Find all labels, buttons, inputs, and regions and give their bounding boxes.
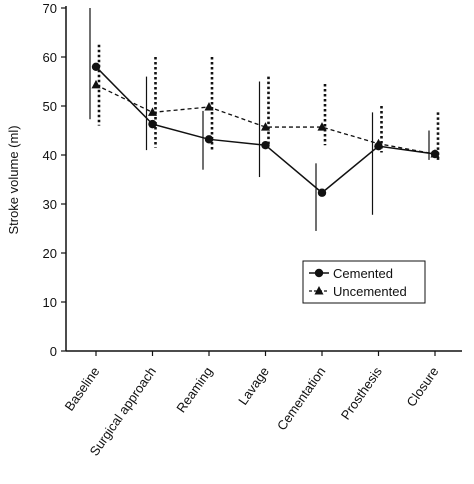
cemented-circle-marker (91, 62, 101, 71)
legend: Cemented Uncemented (302, 260, 426, 304)
uncemented-triangle-marker (204, 101, 214, 111)
cemented-circle-marker (261, 141, 270, 150)
error-bars (89, 8, 440, 231)
legend-box (302, 260, 426, 304)
legend-uncemented-label: Uncemented (333, 284, 407, 299)
cemented-circle-marker (317, 188, 327, 197)
y-tick-label: 20 (43, 246, 57, 261)
y-tick-label: 70 (43, 1, 57, 16)
uncemented-triangle-marker (261, 122, 270, 131)
cemented-circle-marker (148, 119, 157, 129)
uncemented-triangle-marker (91, 79, 101, 89)
y-tick-label: 10 (43, 295, 57, 310)
y-tick-label: 40 (43, 148, 57, 163)
x-tick-label: Cementation (274, 364, 329, 433)
x-tick-label: Lavage (235, 364, 272, 408)
x-tick-label: Baseline (62, 364, 103, 413)
cemented-circle-marker (204, 135, 214, 144)
legend-cemented-marker (314, 268, 324, 278)
legend-uncemented-marker (314, 286, 324, 295)
cemented-circle-marker (374, 141, 383, 151)
series-markers (91, 62, 440, 197)
uncemented-triangle-marker (148, 107, 157, 116)
x-tick-label: Prosthesis (338, 364, 385, 423)
x-tick-label: Closure (403, 364, 441, 409)
x-tick-label: Reaming (173, 364, 215, 415)
legend-cemented-label: Cemented (333, 266, 393, 281)
y-tick-label: 60 (43, 50, 57, 65)
cemented-circle-marker (430, 149, 440, 159)
y-tick-label: 50 (43, 99, 57, 114)
y-axis-title: Stroke volume (ml) (6, 125, 21, 234)
uncemented-triangle-marker (317, 122, 327, 131)
y-tick-label: 0 (50, 344, 57, 359)
y-tick-label: 30 (43, 197, 57, 212)
